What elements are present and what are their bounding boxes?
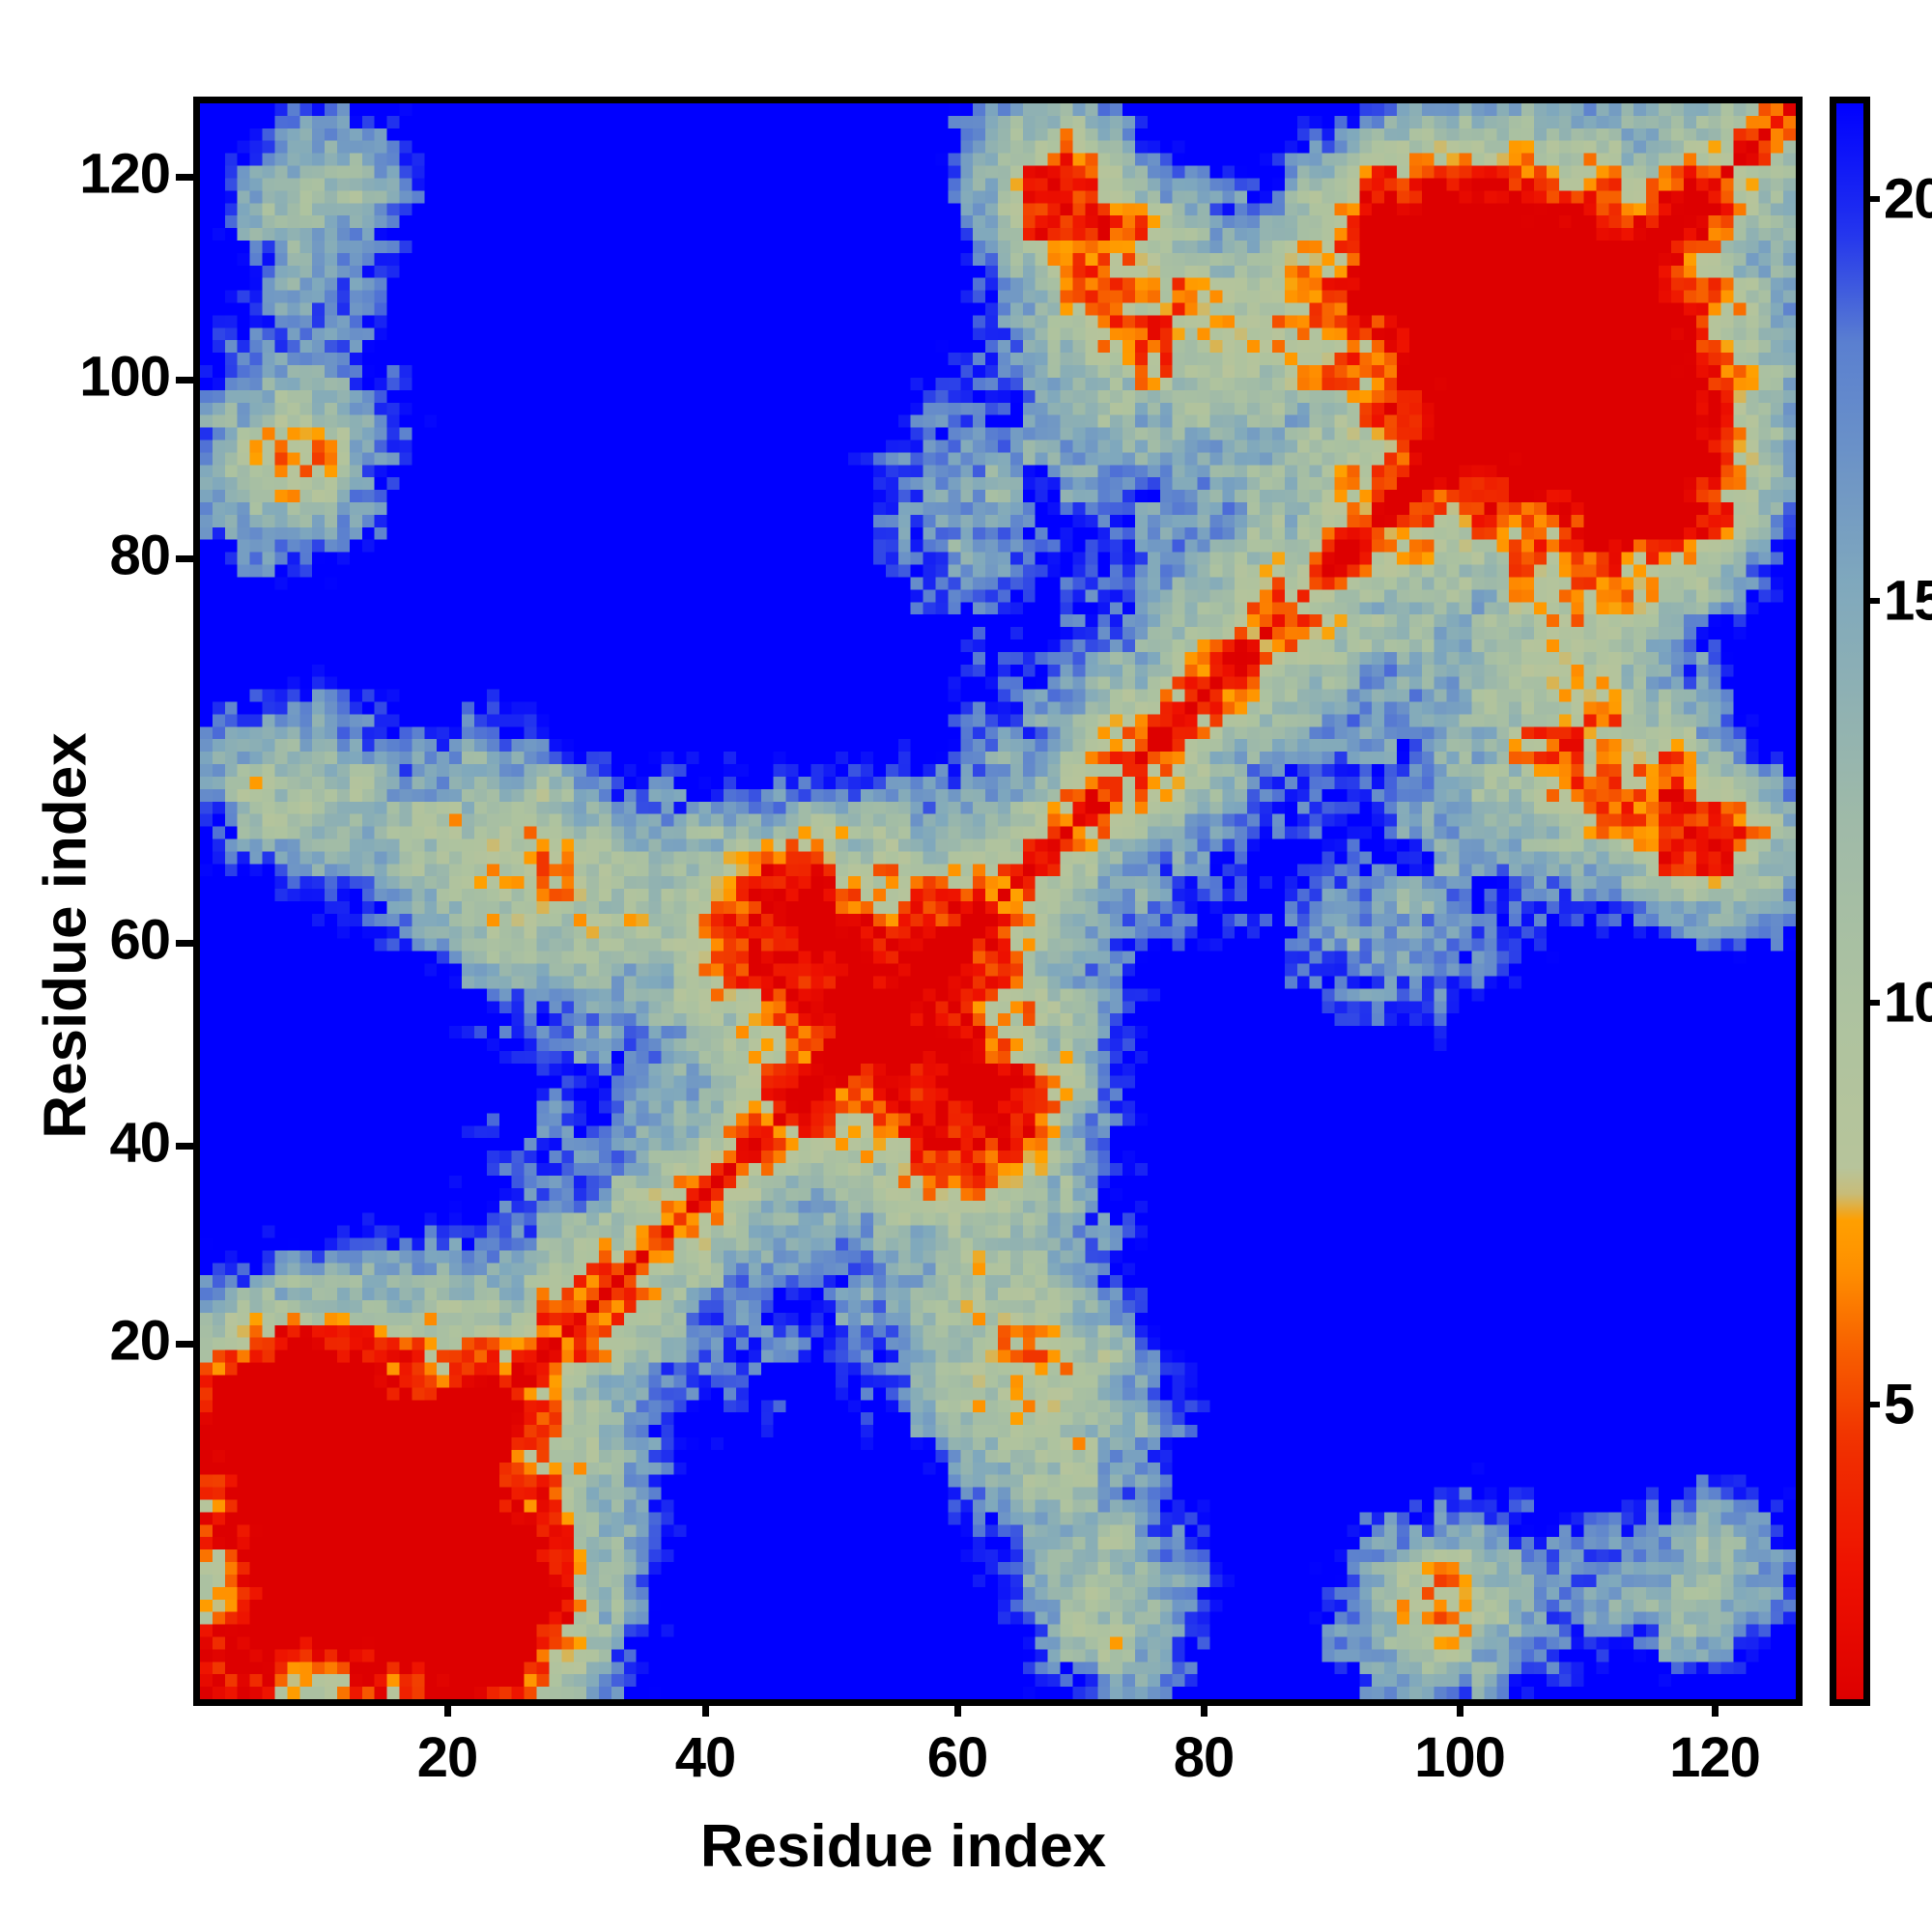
x-tick-label-80: 80: [1173, 1726, 1236, 1789]
heatmap-canvas: [200, 103, 1796, 1699]
colorbar-tick-mark-10: [1864, 1000, 1880, 1006]
y-tick-label-80: 80: [109, 524, 171, 587]
colorbar-tick-mark-15: [1864, 598, 1880, 604]
y-tick-mark-120: [176, 174, 193, 181]
x-tick-label-20: 20: [416, 1726, 479, 1789]
colorbar-tick-mark-5: [1864, 1402, 1880, 1407]
y-tick-mark-100: [176, 377, 193, 384]
y-tick-label-100: 100: [79, 345, 171, 409]
x-tick-label-40: 40: [674, 1726, 737, 1789]
colorbar-gradient: [1836, 103, 1863, 1699]
colorbar-frame: [1830, 97, 1870, 1706]
y-tick-mark-60: [176, 940, 193, 947]
colorbar-tick-label-20: 20: [1884, 167, 1932, 231]
x-tick-label-100: 100: [1414, 1726, 1506, 1789]
y-axis-title: Residue index: [32, 732, 99, 1139]
y-tick-mark-20: [176, 1341, 193, 1348]
y-tick-label-60: 60: [109, 908, 171, 972]
x-tick-mark-100: [1457, 1699, 1463, 1717]
x-axis-title: Residue index: [699, 1813, 1107, 1880]
x-tick-mark-20: [444, 1699, 451, 1717]
y-tick-mark-80: [176, 555, 193, 562]
y-tick-label-40: 40: [109, 1111, 171, 1175]
y-tick-mark-40: [176, 1143, 193, 1150]
colorbar-tick-label-5: 5: [1884, 1373, 1915, 1436]
x-tick-mark-120: [1712, 1699, 1719, 1717]
x-tick-label-60: 60: [926, 1726, 989, 1789]
y-tick-label-120: 120: [79, 142, 171, 206]
x-tick-mark-80: [1201, 1699, 1208, 1717]
colorbar-tick-label-10: 10: [1884, 971, 1932, 1035]
colorbar-tick-label-15: 15: [1884, 569, 1932, 633]
x-tick-label-120: 120: [1669, 1726, 1761, 1789]
colorbar: [1830, 97, 1870, 1706]
x-tick-mark-40: [702, 1699, 709, 1717]
colorbar-tick-mark-20: [1864, 196, 1880, 202]
heatmap-plot-area: [193, 97, 1803, 1706]
x-tick-mark-60: [954, 1699, 961, 1717]
y-tick-label-20: 20: [109, 1309, 171, 1373]
